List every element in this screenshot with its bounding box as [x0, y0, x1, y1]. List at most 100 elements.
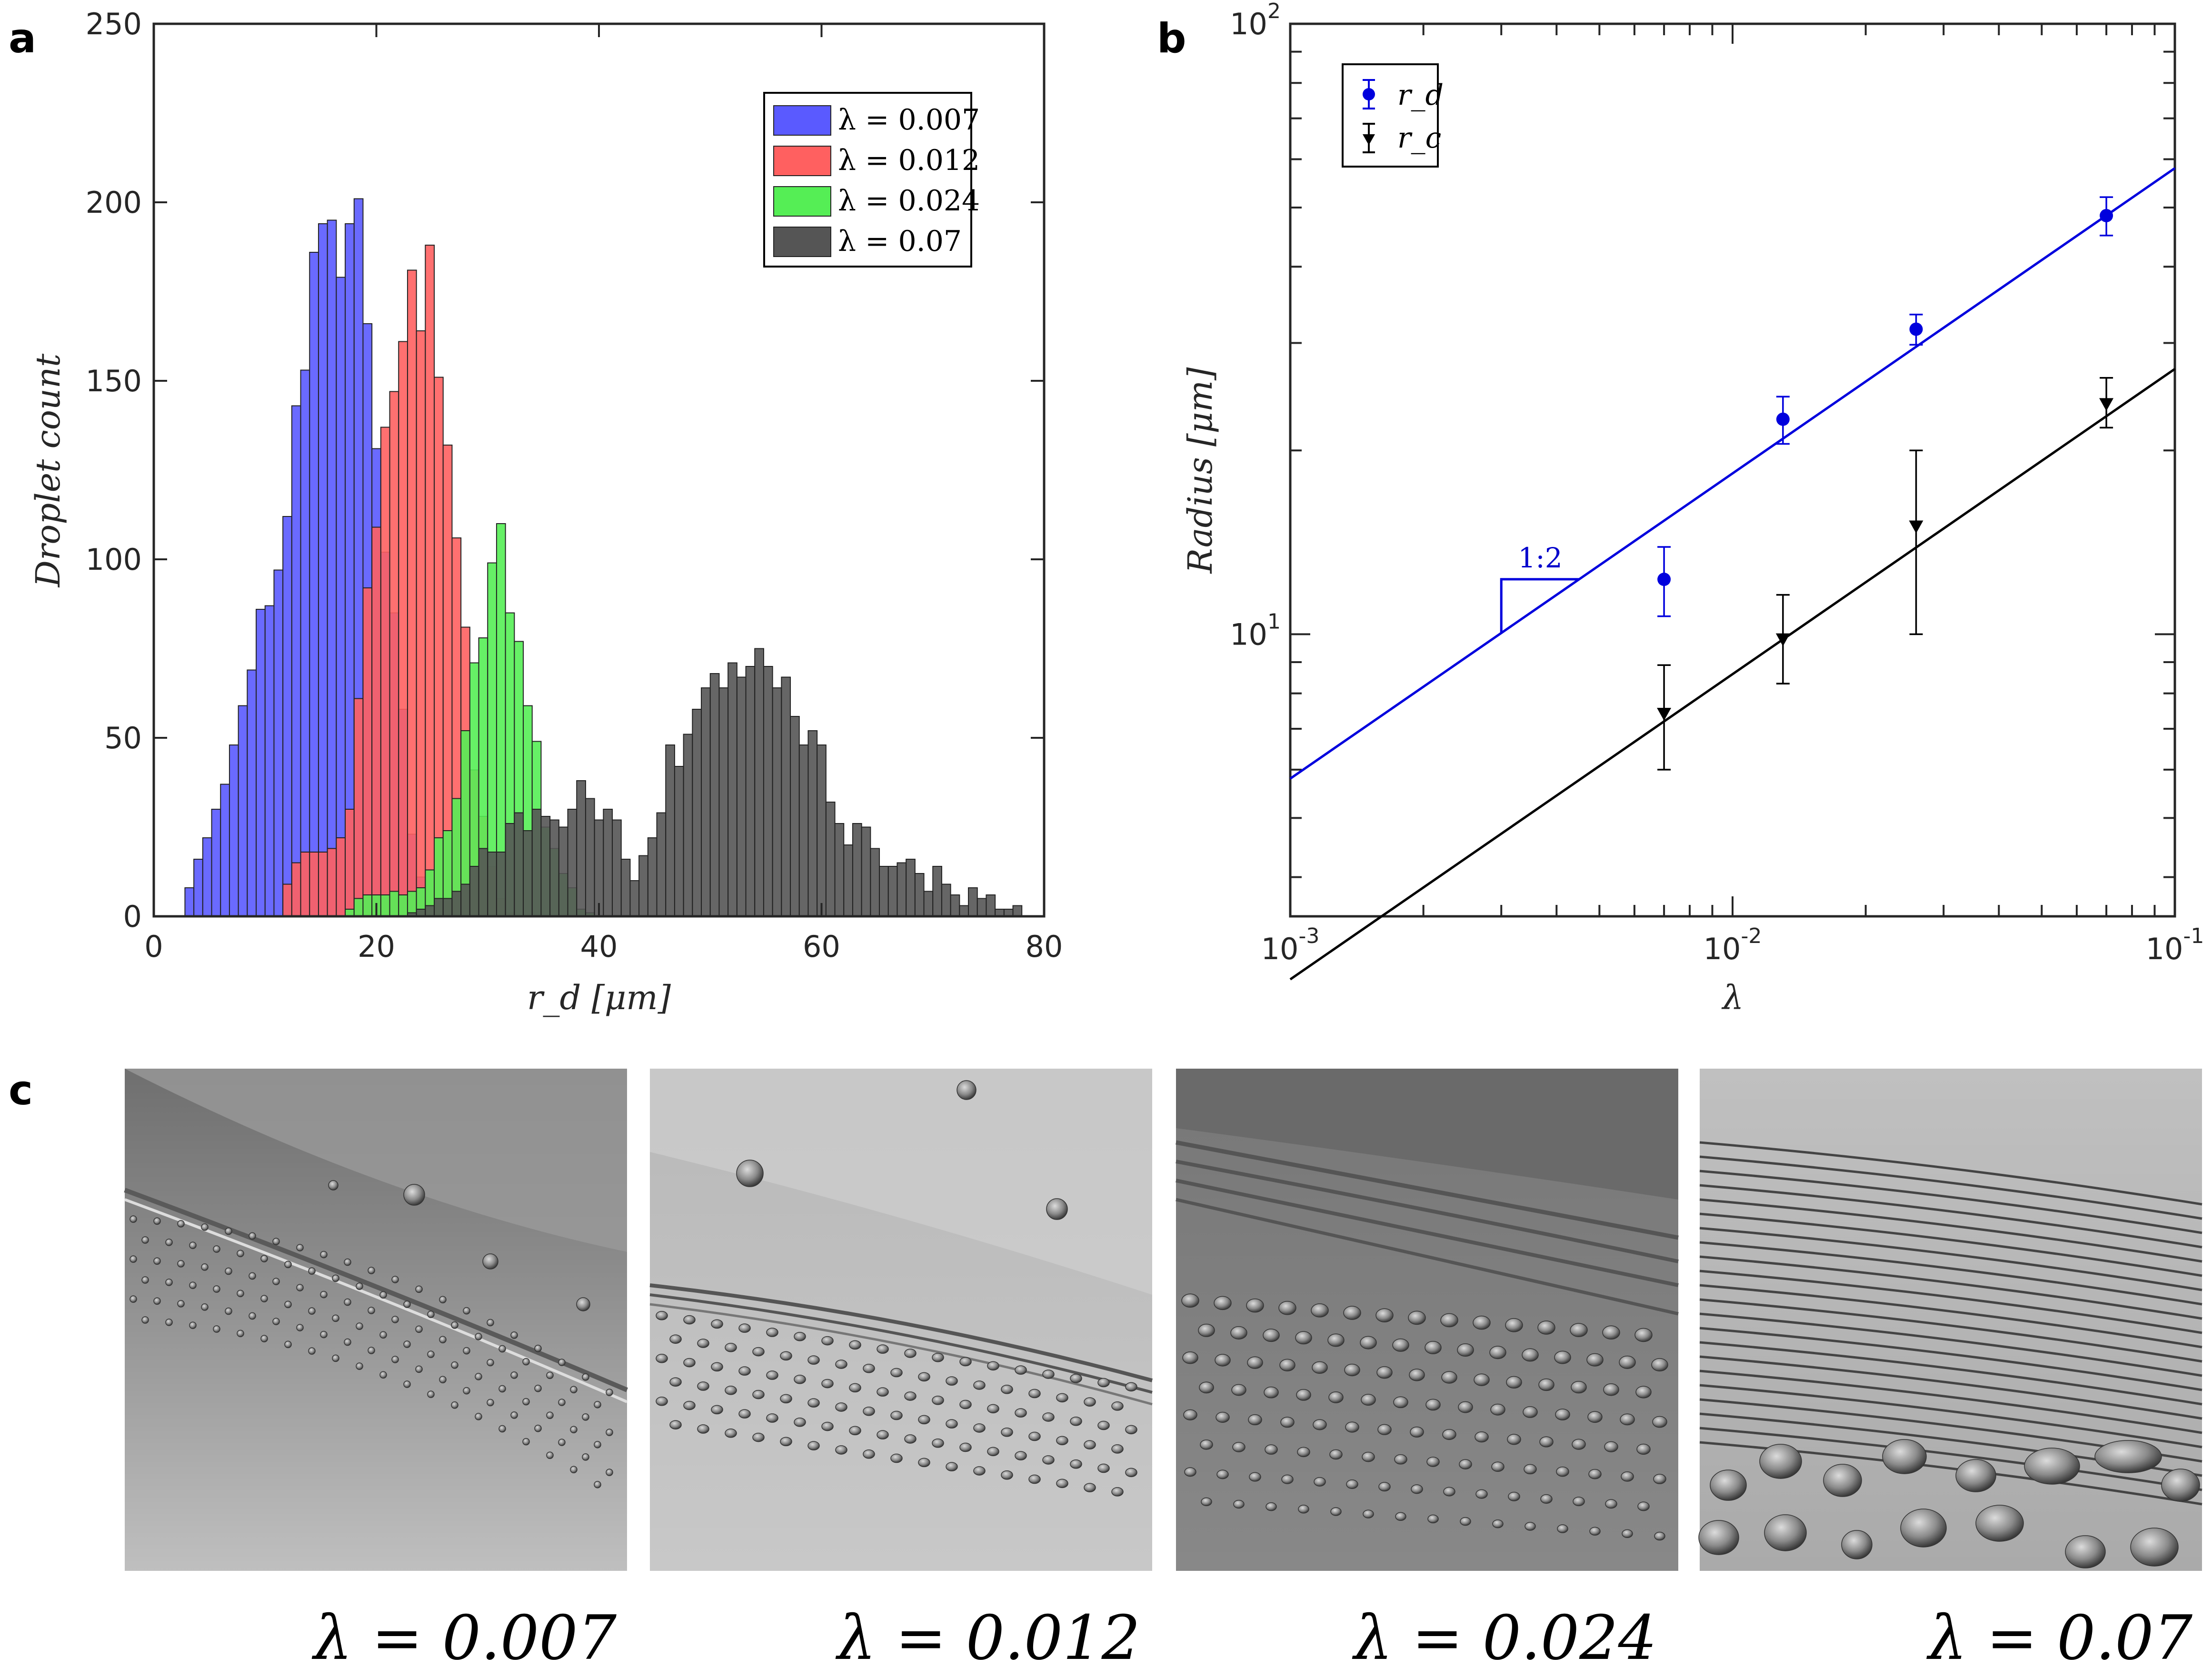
droplet [683, 1358, 696, 1368]
droplet [165, 1239, 173, 1246]
histogram-bar [932, 866, 942, 917]
droplet [1084, 1440, 1096, 1449]
droplet [1710, 1469, 1747, 1501]
droplet [320, 1330, 328, 1339]
droplet [835, 1445, 847, 1455]
droplet [1281, 1474, 1294, 1484]
droplet [877, 1387, 889, 1397]
panel-letter-c: c [9, 1067, 33, 1114]
droplet [904, 1434, 917, 1444]
histogram-bar [345, 809, 355, 917]
droplet [1311, 1303, 1329, 1318]
droplet [1635, 1386, 1652, 1399]
droplet [308, 1267, 316, 1275]
data-point [1775, 633, 1790, 646]
droplet [320, 1290, 328, 1299]
droplet [1329, 1449, 1343, 1460]
histogram-bar [353, 698, 364, 917]
loglog-panel: 10-3 10-2 10-1 101 102 1:2 λ Radius [μm] r_d… [1181, 0, 2204, 1017]
droplet [1312, 1361, 1328, 1374]
histogram-bar [327, 219, 337, 917]
histogram-bar [727, 662, 737, 917]
droplet [959, 1399, 972, 1409]
histogram-bar [523, 830, 533, 917]
droplet [1392, 1338, 1409, 1352]
droplet [1084, 1483, 1096, 1492]
droplet [1507, 1434, 1521, 1445]
droplet [669, 1377, 682, 1387]
droplet [849, 1340, 861, 1350]
droplet [1001, 1384, 1013, 1394]
histogram-bar [300, 369, 310, 917]
histogram-bar [202, 837, 212, 917]
droplet [582, 1413, 589, 1421]
droplet [656, 1311, 668, 1320]
y-tick-label: 0 [123, 899, 142, 934]
droplet [1232, 1442, 1245, 1452]
droplet [987, 1447, 999, 1457]
droplet [546, 1451, 554, 1459]
droplet [570, 1386, 578, 1394]
fit-line [1289, 368, 2176, 981]
droplet [697, 1381, 709, 1391]
histogram-bar [718, 687, 729, 917]
droplet [379, 1371, 387, 1379]
droplet [1125, 1382, 1137, 1392]
droplet [153, 1217, 161, 1225]
droplet [1654, 1531, 1665, 1541]
histogram-bar [986, 894, 996, 917]
droplet [237, 1330, 244, 1338]
droplet [1619, 1355, 1636, 1369]
droplet [1457, 1343, 1474, 1357]
stripe [1699, 1384, 2202, 1449]
droplet [821, 1421, 834, 1431]
droplet [1524, 1522, 1536, 1531]
droplet [697, 1339, 709, 1348]
droplet [439, 1296, 447, 1304]
stripe [1699, 1298, 2202, 1363]
droplet [1475, 1489, 1488, 1499]
histogram-bar [701, 687, 711, 917]
droplet [1955, 1459, 1996, 1492]
droplet [328, 1180, 339, 1191]
droplet [332, 1354, 339, 1362]
droplet [1125, 1425, 1137, 1435]
droplet [1554, 1350, 1571, 1364]
droplet [1589, 1527, 1601, 1536]
droplet [165, 1319, 173, 1326]
histogram-bar [291, 405, 301, 917]
droplet [1540, 1494, 1553, 1504]
droplet [153, 1257, 161, 1265]
droplet [558, 1359, 566, 1366]
droplet [594, 1481, 601, 1488]
histogram-bar [656, 812, 667, 917]
droplet [1375, 1308, 1394, 1322]
droplet [959, 1442, 972, 1452]
droplet [1555, 1409, 1570, 1420]
droplet [1573, 1497, 1585, 1507]
droplet [558, 1439, 566, 1446]
micrograph-lambda-0007 [124, 1069, 628, 1571]
histogram-bar [353, 898, 364, 917]
droplet [570, 1466, 578, 1474]
histogram-bars [184, 198, 1023, 917]
droplet [1539, 1436, 1554, 1448]
droplet [284, 1260, 292, 1269]
legend-swatch [773, 105, 831, 136]
fit-line [1289, 167, 2176, 780]
droplet [237, 1290, 244, 1298]
stripe [1699, 1198, 2202, 1263]
histogram-bar [318, 852, 328, 917]
droplet [1587, 1411, 1603, 1423]
droplet [379, 1331, 387, 1339]
droplet [669, 1334, 682, 1344]
histogram-bar [674, 766, 684, 917]
droplet [1490, 1403, 1505, 1416]
histogram-bar [1012, 905, 1023, 917]
droplet [1330, 1507, 1342, 1516]
micrograph-lambda-0012 [649, 1069, 1153, 1571]
histogram-bar [959, 905, 969, 917]
droplet [1408, 1310, 1426, 1325]
droplet [344, 1258, 351, 1266]
droplet [1634, 1328, 1653, 1342]
